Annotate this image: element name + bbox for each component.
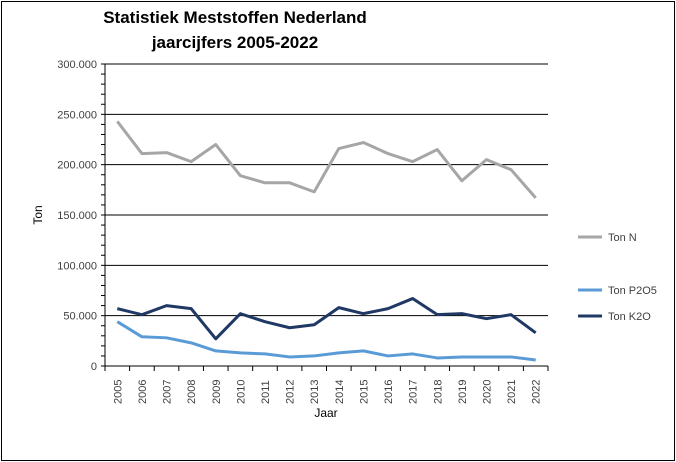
x-tick-label: 2013 xyxy=(309,380,321,404)
x-tick-label: 2005 xyxy=(112,380,124,404)
series-line-ton-k2o xyxy=(116,297,537,341)
x-tick-label: 2006 xyxy=(137,380,149,404)
x-tick-label: 2015 xyxy=(358,380,370,404)
y-axis-label: Ton xyxy=(31,205,45,224)
x-tick-label: 2010 xyxy=(235,380,247,404)
x-tick-label: 2011 xyxy=(260,380,272,404)
y-tick-label: 100.000 xyxy=(57,260,97,272)
x-tick-label: 2020 xyxy=(481,380,493,404)
y-tick-label: 200.000 xyxy=(57,160,97,172)
series-line-ton-n xyxy=(116,120,537,199)
y-tick-label: 0 xyxy=(91,361,97,373)
legend-label: Ton K2O xyxy=(608,311,651,323)
x-axis-label: Jaar xyxy=(314,406,337,420)
chart-title-line-1: Statistiek Meststoffen Nederland xyxy=(103,8,367,27)
x-tick-label: 2009 xyxy=(211,380,223,404)
legend-label: Ton N xyxy=(608,232,637,244)
x-tick-label: 2021 xyxy=(506,380,518,404)
x-tick-label: 2018 xyxy=(432,380,444,404)
y-tick-label: 50.000 xyxy=(63,311,97,323)
y-tick-label: 250.000 xyxy=(57,109,97,121)
x-tick-label: 2014 xyxy=(334,380,346,404)
chart-title-line-2: jaarcijfers 2005-2022 xyxy=(151,33,318,52)
series-line-ton-p2o5 xyxy=(116,320,536,362)
x-tick-label: 2007 xyxy=(162,380,174,404)
y-tick-label: 300.000 xyxy=(57,59,97,71)
legend-label: Ton P2O5 xyxy=(608,285,657,297)
x-tick-label: 2019 xyxy=(457,380,469,404)
x-tick-label: 2012 xyxy=(285,380,297,404)
x-tick-label: 2017 xyxy=(408,380,420,404)
x-tick-label: 2008 xyxy=(186,380,198,404)
y-tick-label: 150.000 xyxy=(57,210,97,222)
x-tick-label: 2022 xyxy=(531,380,543,404)
x-tick-label: 2016 xyxy=(383,380,395,404)
